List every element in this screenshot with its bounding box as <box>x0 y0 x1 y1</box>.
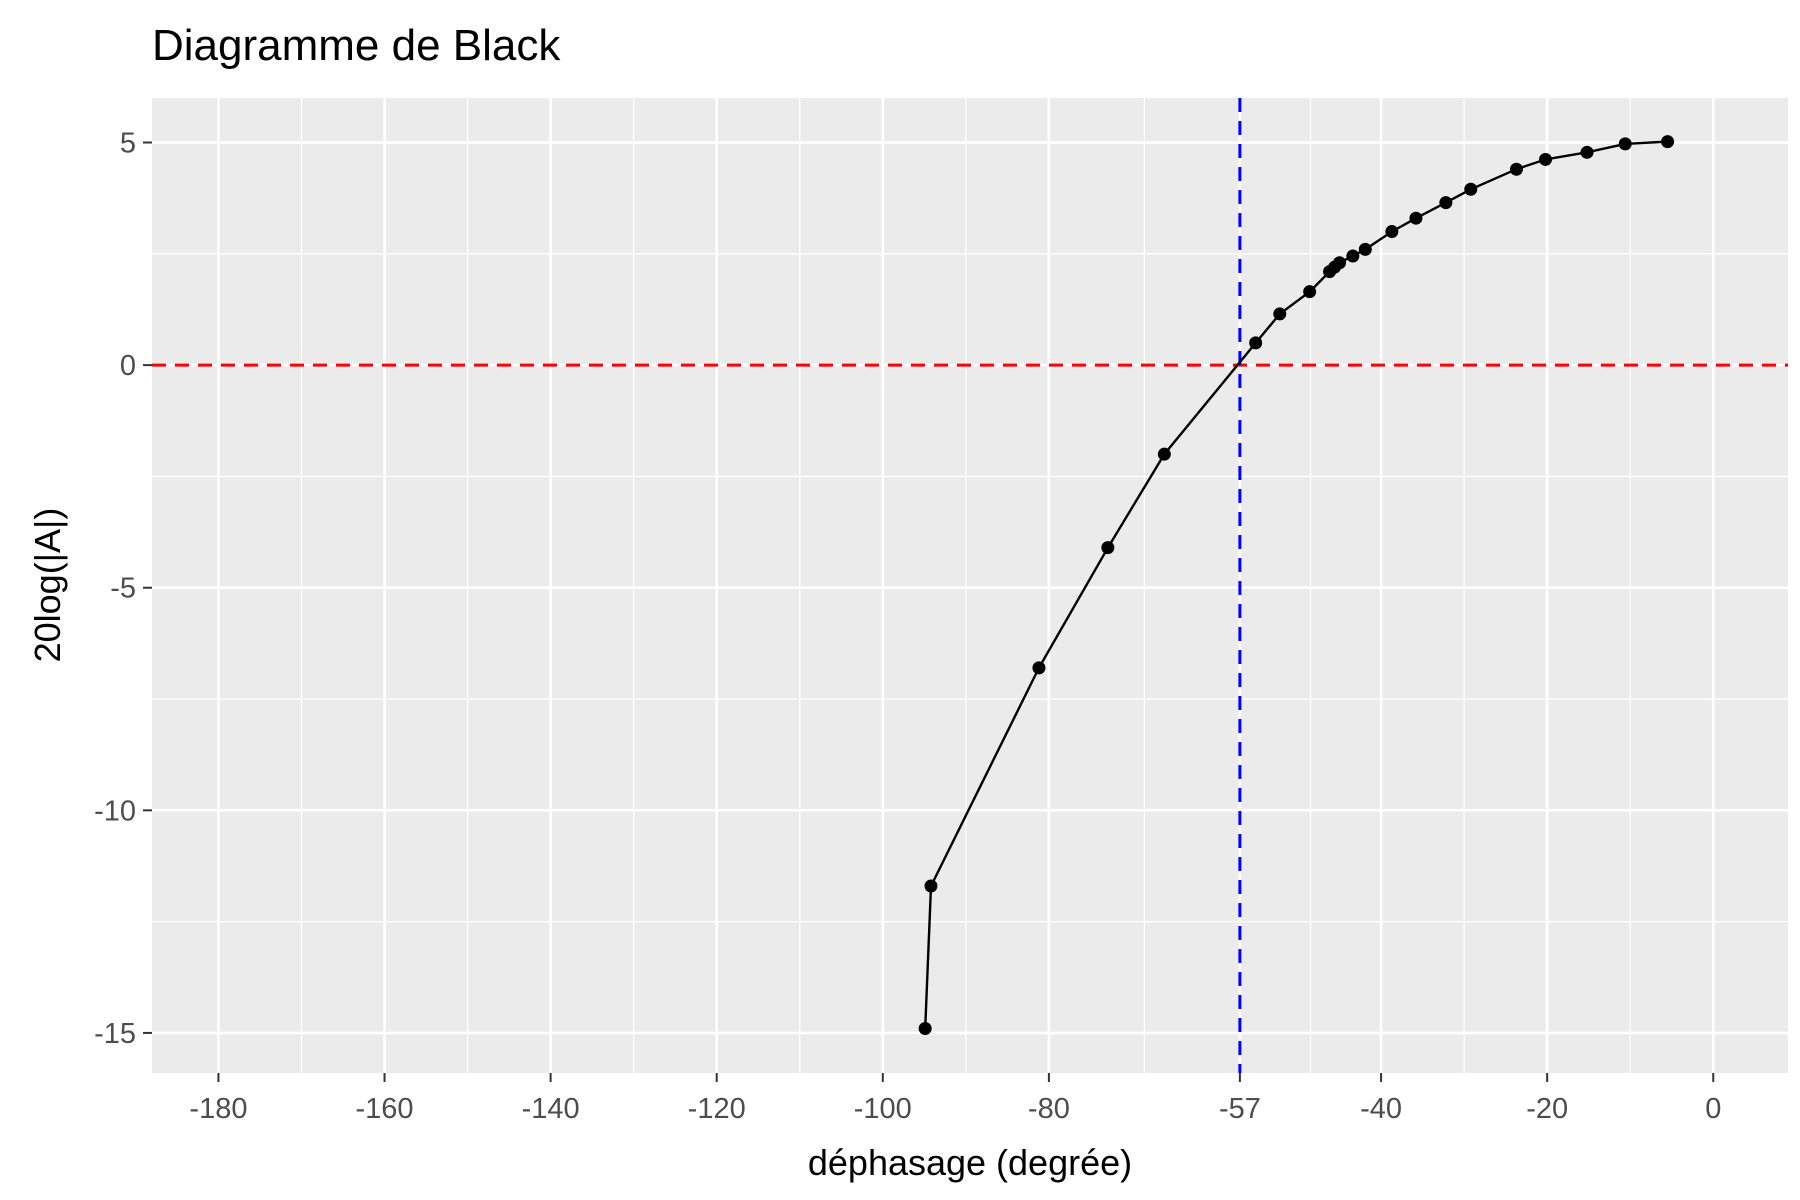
x-tick-label: -180 <box>189 1093 247 1125</box>
minor-gridlines <box>152 98 1788 1073</box>
data-point <box>1464 182 1478 196</box>
y-axis: -15 -10 -5 0 5 <box>94 128 152 1050</box>
data-point <box>1539 152 1553 166</box>
x-tick-label: -100 <box>854 1093 912 1125</box>
data-point <box>1346 249 1360 263</box>
x-axis-title: déphasage (degrée) <box>808 1142 1132 1183</box>
x-axis: -180 -160 -140 -120 -100 -80 -57 -40 -20 0 <box>189 1073 1721 1125</box>
y-tick-label: -15 <box>94 1018 136 1050</box>
data-point <box>1661 135 1675 149</box>
data-point <box>1439 196 1453 210</box>
data-point <box>1409 211 1423 225</box>
x-tick-label: -120 <box>688 1093 746 1125</box>
series-line <box>924 140 1668 1029</box>
data-point <box>1580 145 1594 159</box>
x-tick-label: -80 <box>1028 1093 1070 1125</box>
x-tick-label: -20 <box>1526 1093 1568 1125</box>
data-point <box>924 879 938 893</box>
data-series <box>918 135 1675 1035</box>
data-point <box>1157 447 1171 461</box>
y-tick-label: 0 <box>120 350 136 382</box>
y-tick-label: 5 <box>120 128 136 160</box>
data-point <box>1618 137 1632 151</box>
x-tick-label: -160 <box>356 1093 414 1125</box>
data-point <box>1101 541 1115 555</box>
y-axis-title: 20log(|A|) <box>27 508 68 663</box>
data-point <box>1385 225 1399 239</box>
data-point <box>1249 336 1263 350</box>
data-point <box>1273 307 1287 321</box>
chart-title: Diagramme de Black <box>152 21 561 70</box>
x-tick-label: 0 <box>1705 1093 1721 1125</box>
data-point <box>1509 162 1523 176</box>
data-point <box>1032 661 1046 675</box>
x-tick-label: -40 <box>1360 1093 1402 1125</box>
data-point <box>1303 285 1317 299</box>
data-point <box>1333 256 1347 270</box>
plot-panel <box>152 98 1788 1073</box>
major-gridlines <box>152 98 1788 1073</box>
x-tick-label: -57 <box>1219 1093 1261 1125</box>
x-tick-label: -140 <box>522 1093 580 1125</box>
y-tick-label: -5 <box>110 573 136 605</box>
data-point <box>918 1021 932 1035</box>
reference-lines <box>152 98 1788 1073</box>
data-point <box>1358 242 1372 256</box>
y-tick-label: -10 <box>94 795 136 827</box>
